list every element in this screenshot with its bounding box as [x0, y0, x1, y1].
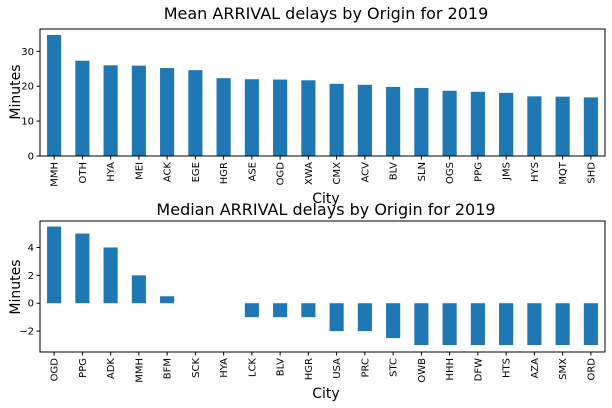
- chart-2-bar-usa: [329, 303, 344, 332]
- chart-1-bar-ppg: [470, 91, 485, 156]
- chart-1-plot-area: MMH OTH HYA MEI ACK EGE HGR ASE OGD XWA CMX ACV BLV S…: [21, 28, 606, 187]
- chart-1-x-tick-label: PPG: [473, 162, 484, 182]
- chart-2-x-tick-label: HHH: [445, 358, 456, 381]
- chart-1-bar-ogd: [273, 79, 288, 156]
- chart-1-x-tick-label: OGS: [445, 162, 456, 184]
- chart-2-bar-ppg: [75, 233, 90, 304]
- chart-1-bar-acv: [357, 84, 372, 156]
- chart-1-bar-ase: [244, 79, 259, 156]
- chart-1-y-tick-label: 30: [21, 47, 34, 58]
- chart-1-y-tick-label: 0: [28, 152, 34, 163]
- chart-2-x-tick-label: PPG: [78, 358, 89, 378]
- chart-2-bar-bfm: [160, 296, 175, 304]
- chart-2-x-tick-label: SMX: [558, 358, 569, 380]
- chart-2-title: Median ARRIVAL delays by Origin for 2019: [156, 200, 495, 219]
- chart-1-title: Mean ARRIVAL delays by Origin for 2019: [164, 4, 489, 23]
- chart-2-x-tick-label: PRC: [360, 358, 371, 377]
- chart-2-axes-frame: [39, 220, 606, 353]
- chart-2-plot-area: OGD PPG ADK MMH BFM SCK HYA LCK BLV HGR USA PRC STC O…: [19, 220, 606, 383]
- chart-1-bar-mei: [131, 65, 146, 156]
- chart-1-bar-shd: [583, 97, 598, 156]
- chart-1-y-tick-label: 20: [21, 82, 34, 93]
- chart-2-x-tick-label: ORD: [586, 358, 597, 381]
- chart-2-x-tick-label: LCK: [247, 358, 258, 378]
- chart-1-x-tick-label: HYS: [530, 162, 541, 182]
- chart-1-x-tick-label: SHD: [586, 162, 597, 184]
- chart-2-bar-lck: [244, 303, 259, 318]
- chart-2-x-tick-label: USA: [332, 358, 343, 379]
- chart-1-bar-ogs: [442, 90, 457, 156]
- chart-1-bar-jms: [499, 92, 514, 156]
- chart-1-x-tick-label: ACV: [360, 162, 371, 183]
- chart-1-x-tick-label: HGR: [219, 162, 230, 184]
- chart-2-x-tick-label: ADK: [106, 358, 117, 380]
- chart-1-x-tick-label: MQT: [558, 161, 569, 184]
- chart-2-x-tick-label: HYA: [219, 358, 230, 378]
- chart-1-bar-hgr: [216, 78, 231, 156]
- chart-2-bar-aza: [527, 303, 542, 346]
- chart-2-bar-blv: [273, 303, 288, 318]
- chart-1-bar-hys: [527, 96, 542, 156]
- chart-1-bar-mmh: [47, 34, 62, 156]
- chart-2-x-tick-label: STC: [389, 358, 400, 377]
- chart-1-bar-ege: [188, 70, 203, 156]
- chart-1-x-tick-label: HYA: [106, 162, 117, 182]
- chart-2-bar-adk: [103, 247, 118, 304]
- chart-1-bar-xwa: [301, 80, 316, 156]
- chart-2-bar-hts: [499, 303, 514, 346]
- chart-2-x-tick-label: BFM: [163, 358, 174, 379]
- chart-2-x-tick-label: BLV: [276, 358, 287, 376]
- chart-2-bar-smx: [555, 303, 570, 346]
- chart-1-x-tick-label: EGE: [191, 162, 202, 182]
- chart-1-y-tick-label: 10: [21, 117, 34, 128]
- chart-1-x-tick-label: BLV: [389, 162, 400, 180]
- chart-2-bar-hgr: [301, 303, 316, 318]
- chart-2-bar-dfw: [470, 303, 485, 346]
- chart-2-bar-ogd: [47, 226, 62, 304]
- chart-1-x-tick-label: OTH: [78, 162, 89, 184]
- chart-1-bar-oth: [75, 60, 90, 156]
- chart-2-y-tick-label: 0: [28, 299, 34, 310]
- chart-1-x-tick-label: SLN: [417, 162, 428, 181]
- chart-1-x-tick-label: ACK: [163, 162, 174, 183]
- chart-2-x-tick-label: OGD: [50, 358, 61, 382]
- chart-1-bar-ack: [160, 68, 175, 156]
- chart-2-x-tick-label: AZA: [530, 358, 541, 379]
- chart-2-bar-hhh: [442, 303, 457, 346]
- chart-2-x-tick-label: HGR: [304, 358, 315, 380]
- chart-1-x-tick-label: ASE: [247, 162, 258, 182]
- chart-2-x-axis-label: City: [312, 386, 339, 402]
- chart-1-x-axis-label: City: [312, 191, 339, 207]
- chart-2-x-tick-label: DFW: [473, 358, 484, 381]
- chart-2-x-tick-label: MMH: [134, 358, 145, 383]
- chart-1-bar-cmx: [329, 83, 344, 156]
- chart-2-x-tick-label: HTS: [502, 358, 513, 378]
- chart-1-bar-mqt: [555, 96, 570, 156]
- chart-1-x-tick-label: XWA: [304, 162, 315, 185]
- chart-1-x-tick-label: MMH: [50, 162, 61, 187]
- chart-1-x-tick-label: JMS: [502, 162, 513, 181]
- chart-2-y-axis-label: Minutes: [8, 259, 24, 314]
- chart-2-bar-ord: [583, 303, 598, 346]
- chart-1-bar-hya: [103, 65, 118, 156]
- chart-2-bar-mmh: [131, 275, 146, 304]
- chart-2-x-tick-label: OWB: [417, 358, 428, 383]
- chart-1-y-axis-label: Minutes: [8, 64, 24, 119]
- chart-2-bar-prc: [357, 303, 372, 332]
- chart-1-bar-blv: [386, 86, 401, 156]
- chart-1-x-tick-label: OGD: [276, 162, 287, 186]
- chart-1-axes-frame: [39, 28, 606, 157]
- chart-2-y-tick-label: 4: [28, 243, 34, 254]
- chart-2-bar-owb: [414, 303, 429, 346]
- chart-1-bar-sln: [414, 87, 429, 156]
- chart-2-y-tick-label: 2: [28, 271, 34, 282]
- chart-2-y-tick-label: −2: [19, 327, 34, 338]
- chart-2-bar-stc: [386, 303, 401, 339]
- chart-1-x-tick-label: MEI: [134, 162, 145, 180]
- chart-2-x-tick-label: SCK: [191, 358, 202, 378]
- chart-1-x-tick-label: CMX: [332, 162, 343, 185]
